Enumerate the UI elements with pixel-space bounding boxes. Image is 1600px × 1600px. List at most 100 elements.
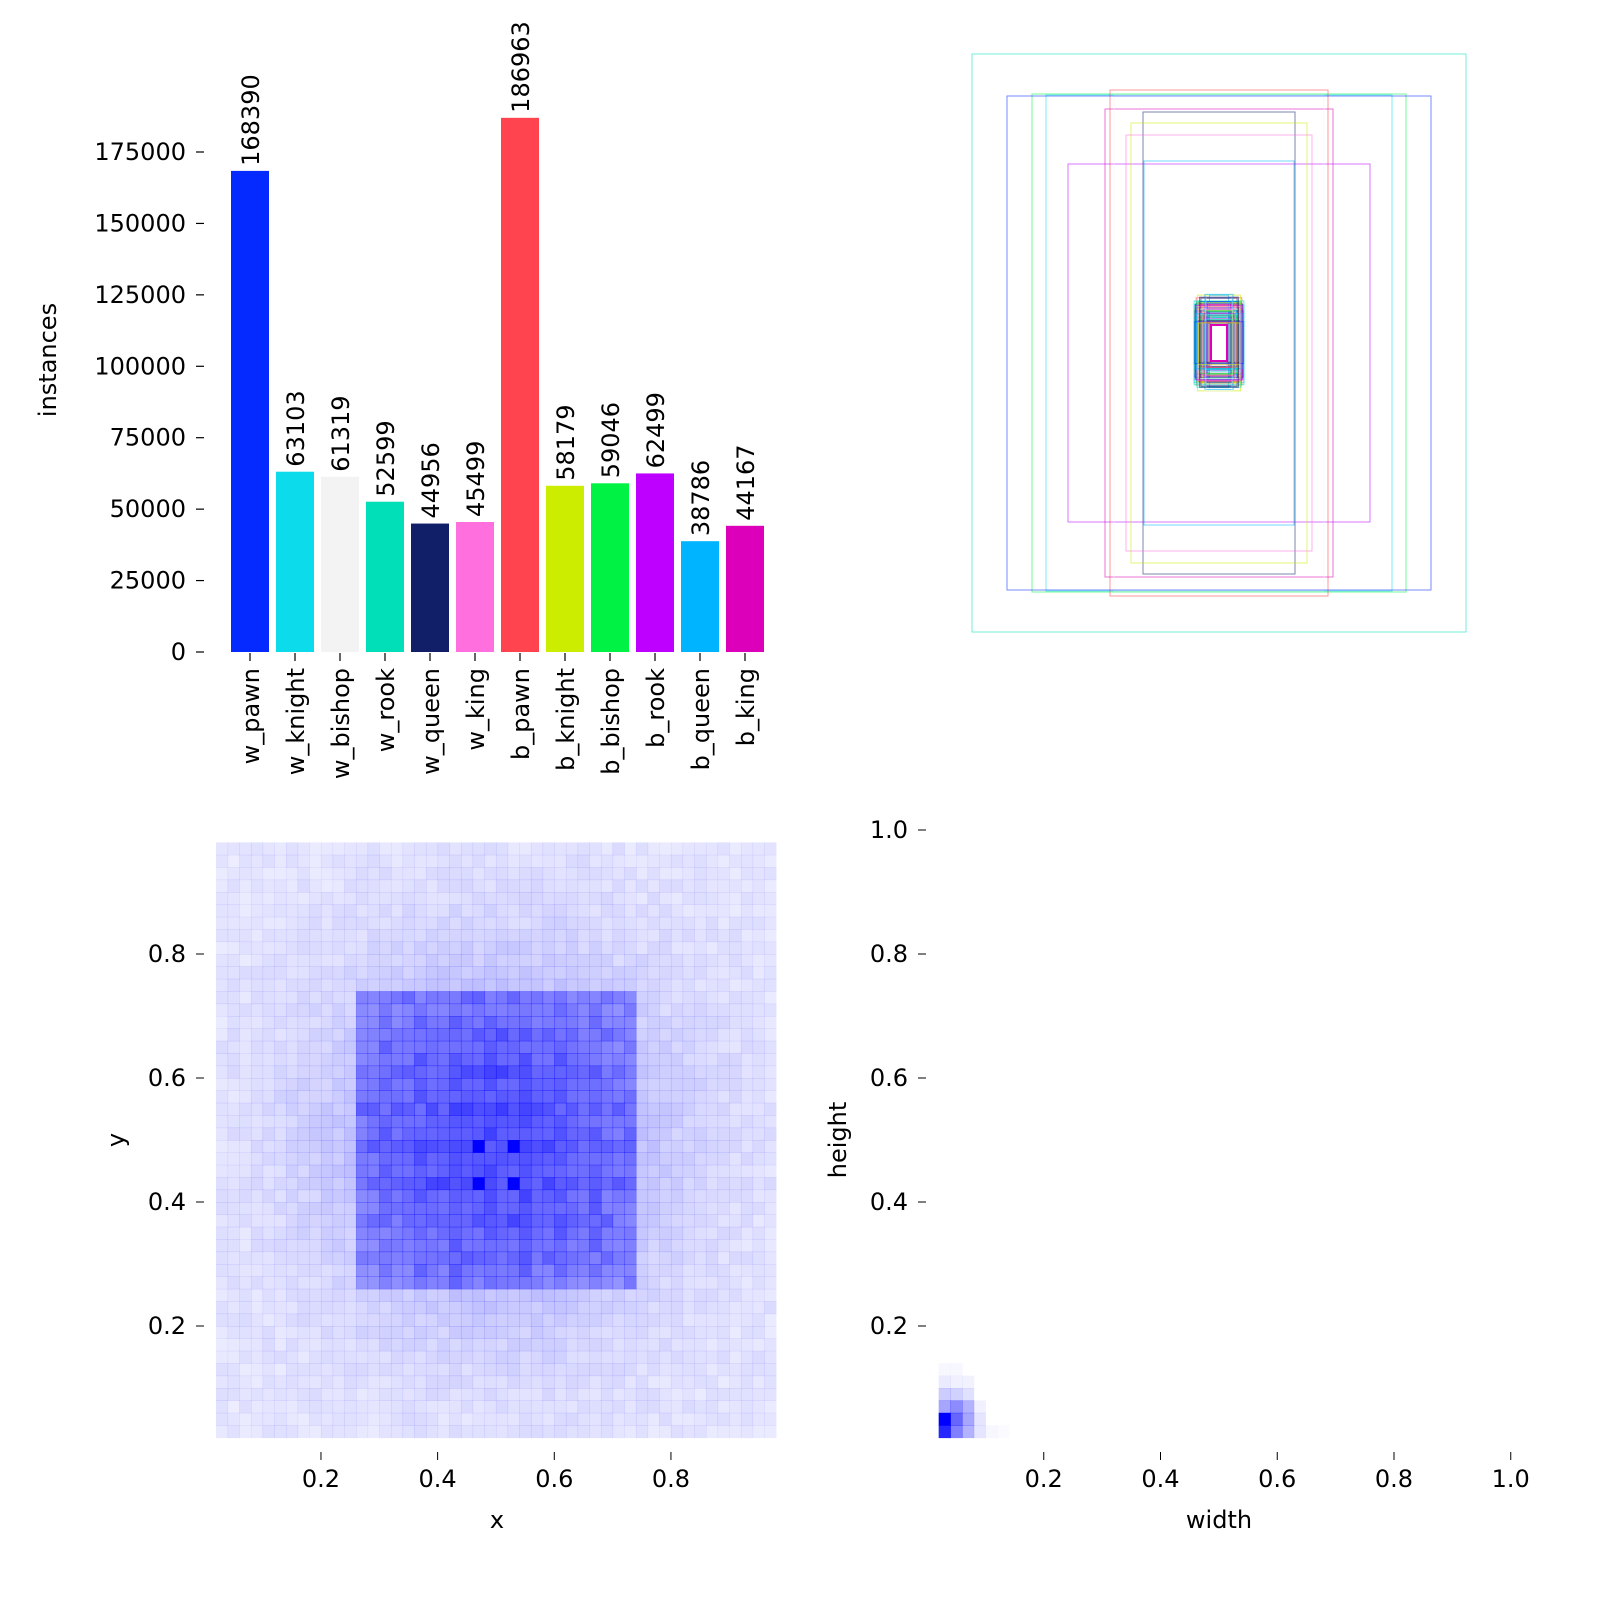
- xy-heat-cell: [764, 904, 777, 918]
- xy-heat-cell: [379, 1338, 392, 1352]
- xy-heat-cell: [402, 1276, 415, 1290]
- xy-heat-cell: [414, 1363, 427, 1377]
- xy-heat-cell: [449, 1065, 462, 1079]
- xy-heat-cell: [250, 1338, 264, 1352]
- xy-heat-cell: [437, 929, 450, 943]
- xy-heat-cell: [414, 1301, 427, 1315]
- xy-heat-cell: [425, 1177, 439, 1191]
- xy-heat-cell: [425, 978, 439, 992]
- xy-heat-cell: [729, 1313, 742, 1327]
- xy-heat-cell: [239, 1251, 252, 1265]
- xy-heat-cell: [367, 1078, 380, 1091]
- xy-heat-cell: [390, 1164, 404, 1178]
- xy-heat-cell: [215, 1239, 229, 1253]
- xy-heat-cell: [740, 879, 754, 893]
- xy-heat-cell: [320, 867, 334, 881]
- bar-xtick-label: w_rook: [372, 668, 400, 752]
- xy-heat-cell: [612, 1003, 625, 1017]
- xy-heat-cell: [647, 1264, 660, 1277]
- xy-heat-cell: [752, 879, 765, 893]
- wh-ytick-label: 0.6: [870, 1064, 908, 1092]
- xy-heat-cell: [624, 1226, 637, 1240]
- xy-heat-cell: [472, 1264, 485, 1277]
- xy-heat-cell: [297, 1090, 310, 1104]
- xy-heat-cell: [262, 1040, 275, 1054]
- xy-heat-cell: [705, 867, 719, 881]
- xy-heat-cell: [320, 1301, 334, 1315]
- xy-heat-cell: [635, 1363, 649, 1377]
- xy-heat-cell: [740, 1016, 754, 1029]
- xy-heat-cell: [635, 892, 649, 905]
- xy-heat-cell: [565, 1226, 579, 1240]
- xy-heat-cell: [344, 1239, 357, 1253]
- xy-heat-cell: [764, 867, 777, 881]
- xy-heat-cell: [239, 1078, 252, 1091]
- xy-heat-cell: [379, 991, 392, 1005]
- xy-heat-cell: [250, 854, 264, 868]
- xy-heat-cell: [740, 1288, 754, 1302]
- xy-heat-cell: [344, 1127, 357, 1141]
- xy-heat-cell: [764, 1350, 777, 1364]
- xy-heat-cell: [297, 1164, 310, 1178]
- xy-heat-cell: [332, 1028, 345, 1042]
- xy-heat-cell: [390, 867, 404, 881]
- xy-heat-cell: [577, 1251, 590, 1265]
- xy-heat-cell: [367, 1090, 380, 1104]
- wh-heat-cell: [950, 1375, 963, 1389]
- xy-heat-cell: [612, 954, 625, 967]
- xy-heat-cell: [577, 954, 590, 967]
- xy-heat-cell: [682, 1177, 695, 1191]
- xy-heat-cell: [262, 1326, 275, 1339]
- xy-heat-cell: [519, 879, 532, 893]
- xy-heat-cell: [705, 916, 719, 930]
- xy-heat-cell: [565, 1102, 579, 1116]
- xy-heat-cell: [530, 1288, 544, 1302]
- xy-heat-cell: [624, 854, 637, 868]
- xy-heat-cell: [670, 1251, 684, 1265]
- xy-heat-cell: [215, 1301, 229, 1315]
- xy-heat-cell: [274, 1301, 287, 1315]
- xy-heat-cell: [460, 978, 474, 992]
- xy-heat-cell: [729, 1226, 742, 1240]
- xy-heat-cell: [425, 941, 439, 955]
- xy-heat-cell: [670, 842, 684, 856]
- xy-heat-cell: [740, 1202, 754, 1215]
- xy-heat-cell: [565, 1276, 579, 1290]
- xy-heat-cell: [600, 1375, 614, 1389]
- xy-heat-cell: [262, 1164, 275, 1178]
- xy-heat-cell: [635, 1350, 649, 1364]
- xy-heat-cell: [554, 1189, 567, 1203]
- xy-heat-cell: [402, 1363, 415, 1377]
- xy-heat-cell: [227, 1164, 240, 1178]
- xy-heat-cell: [437, 892, 450, 905]
- xy-heat-cell: [670, 1078, 684, 1091]
- xy-heat-cell: [239, 1276, 252, 1290]
- xy-heat-cell: [355, 1400, 369, 1414]
- xy-heat-cell: [705, 1003, 719, 1017]
- xy-heat-cell: [705, 1251, 719, 1265]
- xy-heat-cell: [484, 1412, 497, 1426]
- xy-heat-cell: [705, 1053, 719, 1067]
- xy-heat-cell: [495, 1053, 509, 1067]
- xy-heat-cell: [332, 1127, 345, 1141]
- xy-heat-cell: [449, 879, 462, 893]
- xy-heat-cell: [262, 842, 275, 856]
- xy-heat-cell: [589, 1189, 602, 1203]
- xy-heat-cell: [484, 1127, 497, 1141]
- xy-heat-cell: [694, 1028, 707, 1042]
- xy-heat-cell: [705, 1016, 719, 1029]
- xy-heat-cell: [309, 978, 322, 992]
- xy-heat-cell: [402, 1350, 415, 1364]
- xy-heat-cell: [250, 1350, 264, 1364]
- xy-heat-cell: [239, 1326, 252, 1339]
- xy-heat-cell: [682, 904, 695, 918]
- xy-heat-cell: [670, 1214, 684, 1228]
- xy-heat-cell: [437, 941, 450, 955]
- xy-heat-cell: [437, 978, 450, 992]
- wh-heat-cell: [950, 1425, 963, 1439]
- xy-heat-cell: [285, 1239, 299, 1253]
- xy-heat-cell: [402, 1264, 415, 1277]
- xy-heat-cell: [227, 1326, 240, 1339]
- xy-heat-cell: [647, 1140, 660, 1153]
